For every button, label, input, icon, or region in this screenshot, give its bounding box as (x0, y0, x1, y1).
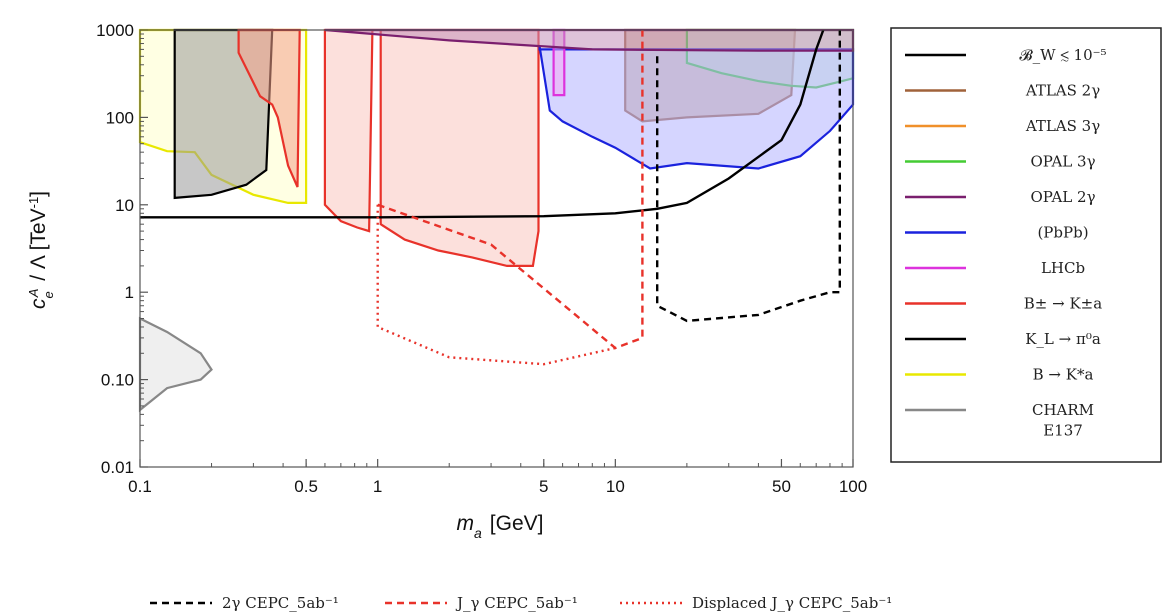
x-axis-ticks: 0.1 0.5 1 5 10 50 100 (128, 459, 867, 496)
region-charm-e137-9 (138, 316, 213, 413)
legend-label: B± → K±a (1024, 295, 1102, 313)
exclusion-regions (138, 28, 855, 413)
bottom-legend: 2γ CEPC_5ab⁻¹ J_γ CEPC_5ab⁻¹ Displaced J_γ… (150, 594, 892, 612)
y-tick-label: 0.01 (101, 458, 134, 477)
plot-frame (139, 29, 854, 468)
legend-label: E137 (1043, 422, 1083, 440)
curve-displaced-j-cepc-5ab-1 (376, 204, 616, 366)
x-tick-label: 10 (606, 477, 625, 496)
x-tick-label: 0.1 (128, 477, 152, 496)
x-axis-title: ma [GeV] (457, 512, 544, 541)
y-tick-label: 1000 (96, 21, 134, 40)
legend-label: (PbPb) (1037, 224, 1088, 242)
y-axis-title: ceA / Λ [TeV-1] (26, 191, 56, 309)
y-tick-label: 1 (125, 283, 134, 302)
region-b-k-a-2 (237, 28, 301, 188)
y-tick-label: 10 (115, 196, 134, 215)
legend-label: 𝓑_W ≲ 10⁻⁵ (1019, 46, 1106, 64)
curve-2-cepc-5ab-1 (656, 30, 841, 323)
bottom-legend-label: Displaced J_γ CEPC_5ab⁻¹ (692, 594, 892, 612)
legend-label: ATLAS 2γ (1025, 82, 1100, 100)
x-tick-label: 100 (839, 477, 867, 496)
curve-b-w-10-5 (140, 29, 825, 219)
curve-j-cepc-5ab-1 (377, 30, 644, 350)
legend: 𝓑_W ≲ 10⁻⁵ ATLAS 2γ ATLAS 3γ OPAL 3γ OPAL 2γ… (905, 46, 1107, 440)
bottom-legend-label: 2γ CEPC_5ab⁻¹ (222, 594, 339, 612)
legend-label: OPAL 3γ (1030, 153, 1095, 171)
x-tick-label: 5 (539, 477, 548, 496)
legend-label: ATLAS 3γ (1025, 117, 1100, 135)
y-tick-label: 100 (106, 108, 134, 127)
region-b-k-a-3 (323, 28, 540, 267)
x-tick-label: 0.5 (294, 477, 318, 496)
x-tick-label: 1 (373, 477, 382, 496)
y-axis-ticks: 0.01 0.10 1 10 100 1000 (96, 21, 148, 477)
y-tick-label: 0.10 (101, 371, 134, 390)
legend-label: K_L → π⁰a (1025, 330, 1101, 348)
region-pbpb-6 (538, 46, 855, 170)
projection-curves (140, 29, 841, 366)
legend-box (890, 27, 1162, 463)
legend-label: B → K*a (1033, 366, 1094, 384)
legend-label: OPAL 2γ (1030, 188, 1095, 206)
legend-label: CHARM (1032, 401, 1094, 419)
legend-label: LHCb (1041, 259, 1085, 277)
x-tick-label: 50 (772, 477, 791, 496)
bottom-legend-label: J_γ CEPC_5ab⁻¹ (455, 594, 578, 612)
